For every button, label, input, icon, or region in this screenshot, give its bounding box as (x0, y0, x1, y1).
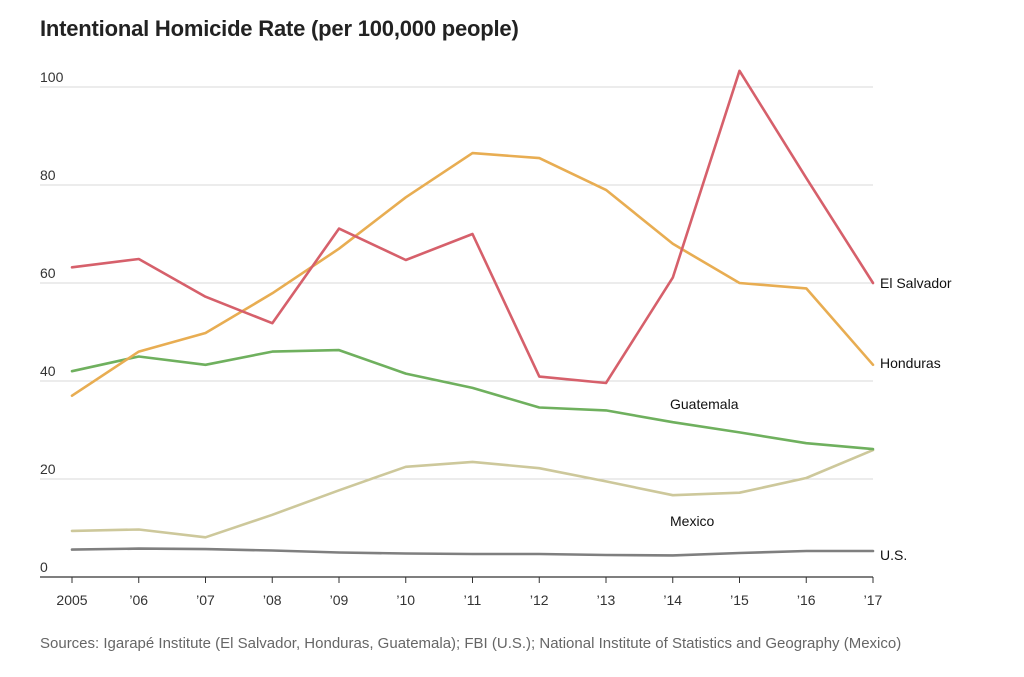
series-lines (70, 69, 875, 557)
x-tick-label: ’14 (663, 592, 682, 608)
series-label-guatemala: Guatemala (670, 396, 739, 412)
x-tick-label: ’09 (330, 592, 349, 608)
y-tick-label: 0 (40, 559, 48, 575)
series-line-el-salvador (70, 69, 875, 385)
series-labels: El Salvador Honduras Guatemala Mexico U.S. (670, 275, 952, 563)
series-label-el-salvador: El Salvador (880, 275, 952, 291)
x-tick-label: 2005 (56, 592, 87, 608)
y-tick-label: 60 (40, 265, 56, 281)
x-tick-label: ’13 (597, 592, 616, 608)
x-tick-label: ’06 (129, 592, 148, 608)
series-line-mexico (70, 448, 875, 539)
source-note: Sources: Igarapé Institute (El Salvador,… (40, 635, 902, 652)
series-line-guatemala (70, 348, 875, 451)
x-tick-label: ’08 (263, 592, 282, 608)
x-tick-label: ’07 (196, 592, 215, 608)
chart-title: Intentional Homicide Rate (per 100,000 p… (40, 16, 519, 41)
x-axis-ticks: 2005 ’06 ’07 ’08 ’09 ’10 ’11 ’12 ’13 ’14 ’15 ’16 ’17 (56, 577, 883, 608)
x-tick-label: ’11 (464, 592, 482, 608)
series-label-mexico: Mexico (670, 513, 715, 529)
x-tick-label: ’15 (730, 592, 749, 608)
series-line-u-s (70, 547, 875, 557)
y-tick-label: 100 (40, 69, 64, 85)
y-tick-label: 80 (40, 167, 56, 183)
series-label-u-s: U.S. (880, 547, 907, 563)
series-line-honduras (70, 151, 875, 398)
y-tick-label: 40 (40, 363, 56, 379)
x-tick-label: ’17 (864, 592, 883, 608)
x-tick-label: ’12 (530, 592, 549, 608)
x-tick-label: ’16 (797, 592, 816, 608)
series-label-honduras: Honduras (880, 355, 941, 371)
y-axis-ticks: 0 20 40 60 80 100 (40, 69, 64, 575)
y-tick-label: 20 (40, 461, 56, 477)
x-tick-label: ’10 (396, 592, 415, 608)
